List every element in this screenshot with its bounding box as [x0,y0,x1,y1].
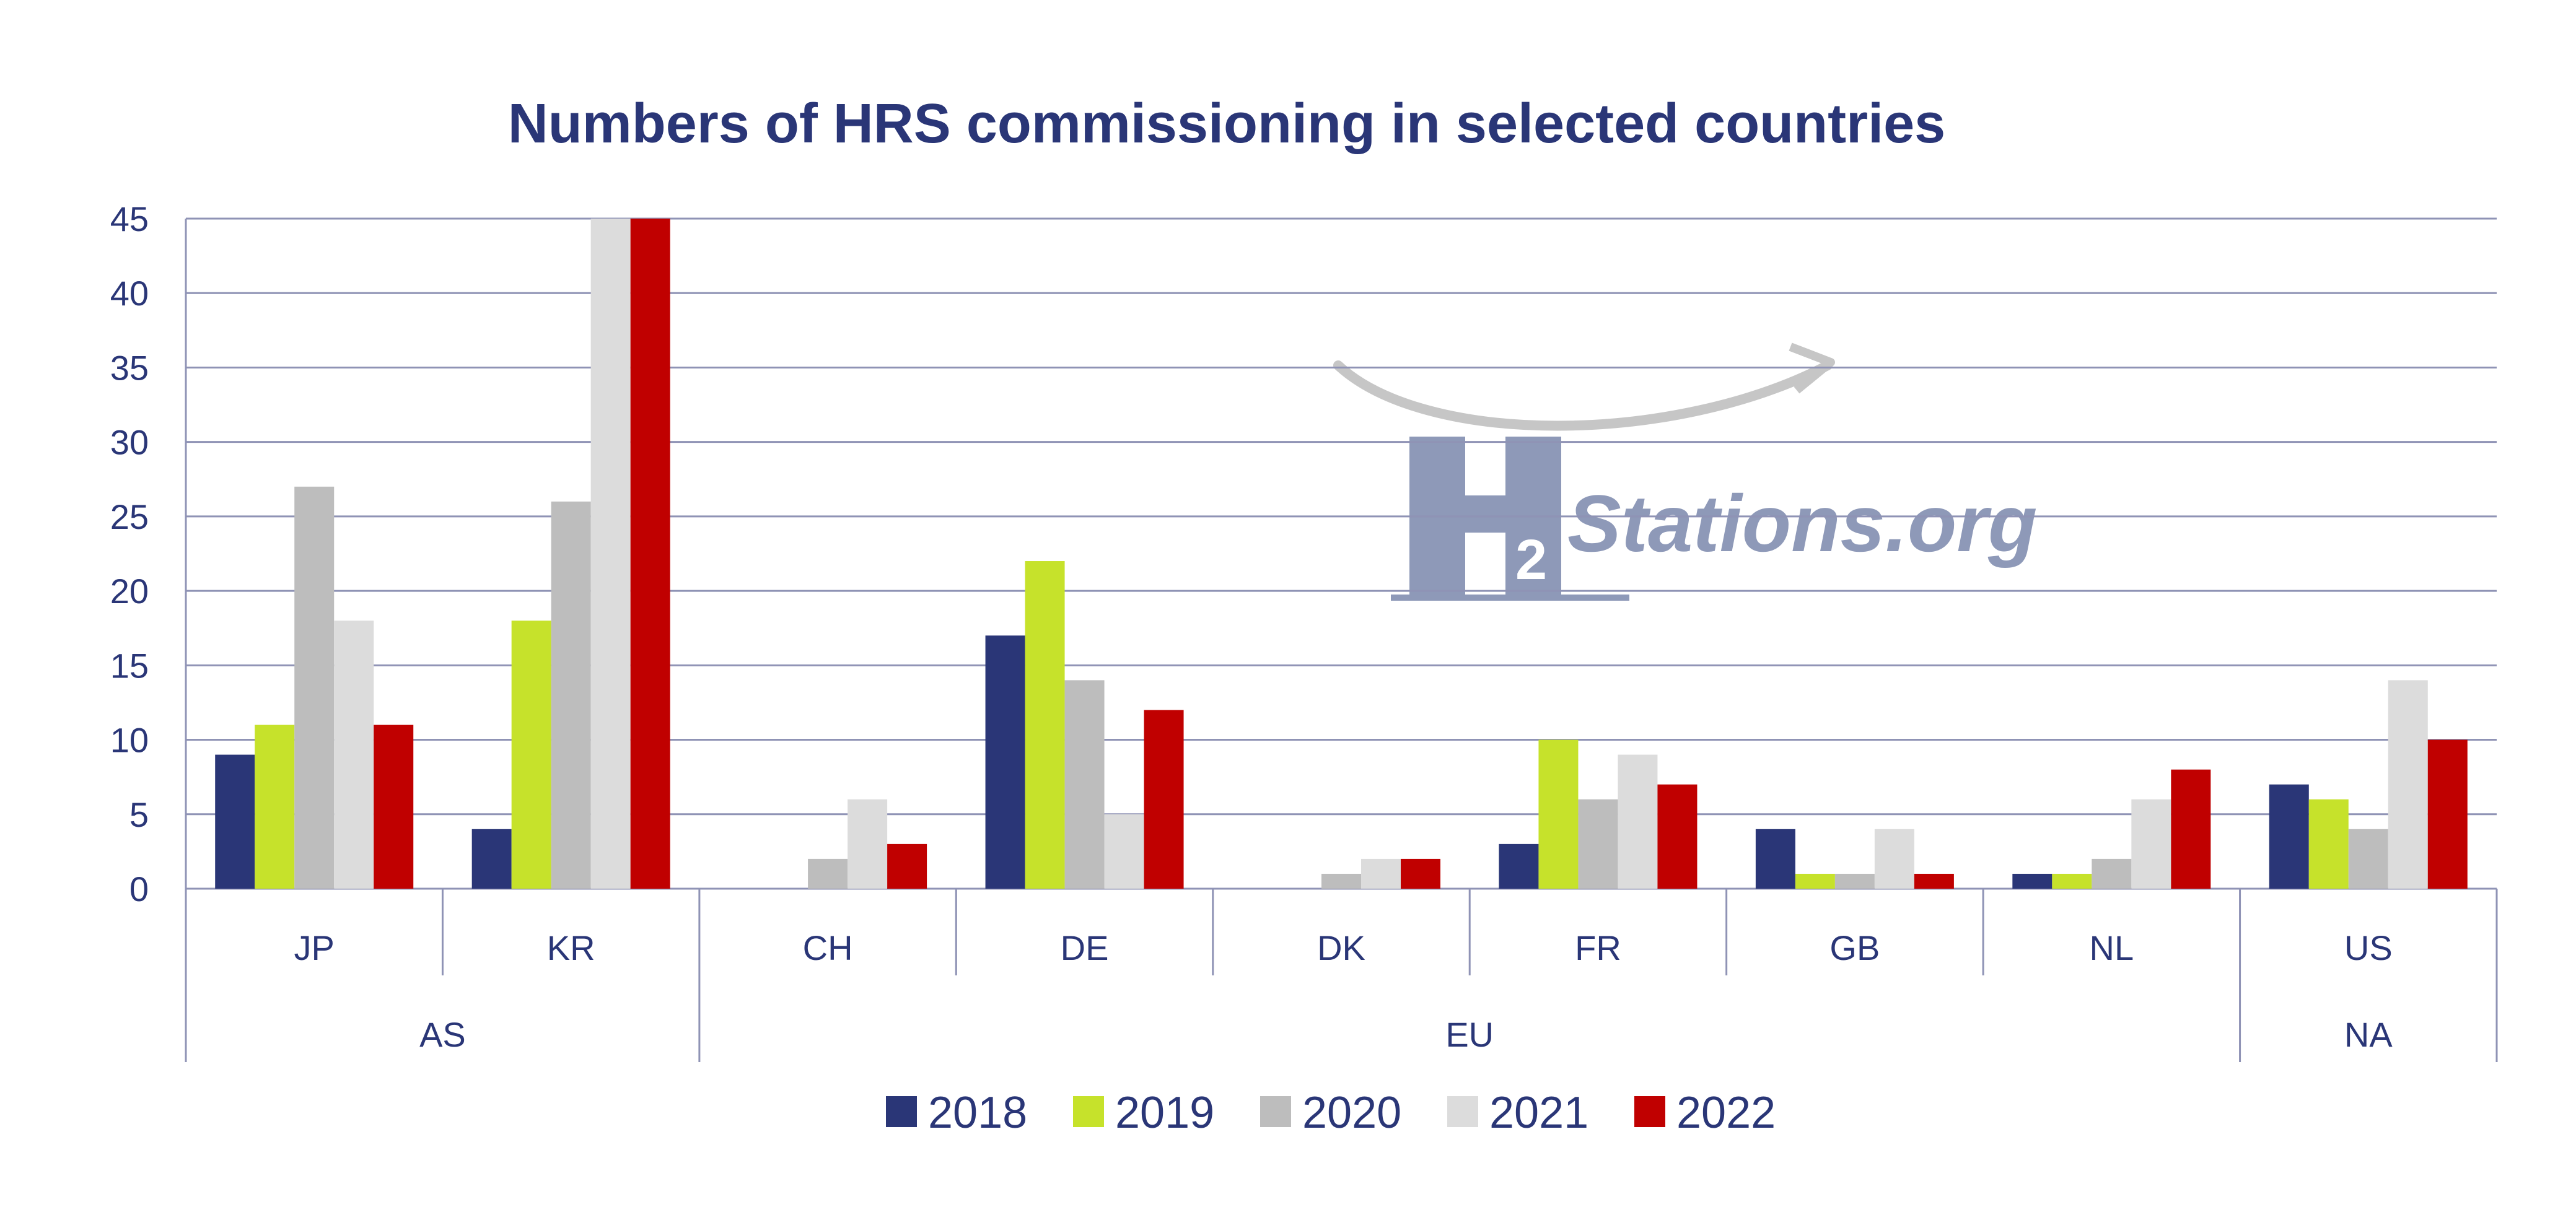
bar [848,799,888,889]
bar [1361,858,1401,889]
watermark-text: Stations.org [1567,478,2037,569]
legend-label: 2018 [928,1088,1027,1138]
bar [985,635,1025,889]
watermark-subscript: 2 [1515,528,1547,591]
y-tick-label: 5 [129,795,149,834]
x-group-label: AS [419,1015,466,1054]
bar [2388,680,2428,889]
bar [2052,873,2092,889]
bar [294,486,335,889]
bar [1657,784,1698,889]
y-tick-label: 0 [129,869,149,909]
legend-swatch [1260,1096,1291,1127]
x-tick-label: GB [1829,928,1880,967]
bar [808,858,848,889]
legend-label: 2019 [1115,1088,1214,1138]
bar [2427,739,2468,889]
bar [1914,873,1954,889]
bar [1618,754,1658,889]
x-tick-label: DE [1061,928,1109,967]
legend-swatch [886,1096,917,1127]
bars-layer [215,219,2468,889]
axis-layer: 0 5 10 15 20 25 30 35 40 45 JP KR CH DE DK FR GB NL US AS EU… [110,199,2498,1062]
bar [1755,829,1795,889]
watermark-arrowhead-icon [1789,342,1835,394]
bar [887,843,927,889]
x-group-label: EU [1445,1015,1494,1054]
legend-label: 2020 [1302,1088,1401,1138]
bar [1499,843,1539,889]
x-tick-label: NL [2090,928,2134,967]
y-tick-label: 20 [110,572,149,611]
bar [1795,873,1835,889]
x-tick-label: FR [1575,928,1621,967]
legend-label: 2022 [1676,1088,1776,1138]
y-tick-label: 10 [110,721,149,760]
legend-swatch [1073,1096,1104,1127]
bar [2012,873,2052,889]
bar [1538,739,1579,889]
watermark-h-crossbar [1465,495,1505,533]
bar [1578,799,1618,889]
bar [471,829,512,889]
legend-label: 2021 [1489,1088,1588,1138]
bar [374,725,414,889]
x-tick-label: CH [803,928,853,967]
x-group-label: NA [2344,1015,2393,1054]
y-tick-label: 35 [110,348,149,387]
y-tick-label: 15 [110,646,149,685]
bar [2348,829,2388,889]
bar [1874,829,1914,889]
bar [1321,873,1361,889]
watermark-underline [1391,595,1629,601]
bar [1144,710,1184,889]
watermark-swoosh-icon [1333,360,1833,431]
x-tick-label: DK [1317,928,1365,967]
bar [2269,784,2309,889]
bar [511,621,551,889]
y-tick-label: 45 [110,199,149,238]
legend-swatch [1634,1096,1665,1127]
bar [1401,858,1440,889]
bar [1064,680,1105,889]
bar [590,219,631,889]
watermark-logo: 2 Stations.org [1333,342,2037,601]
bar [1834,873,1875,889]
x-tick-label: US [2344,928,2393,967]
bar [2092,858,2132,889]
legend-swatch [1447,1096,1478,1127]
y-tick-label: 25 [110,497,149,536]
y-tick-label: 40 [110,274,149,313]
bar [215,754,255,889]
bar [2131,799,2171,889]
bar [630,219,670,889]
x-tick-label: KR [547,928,595,967]
legend: 2018 2019 2020 2021 2022 [886,1088,1776,1138]
y-tick-label: 30 [110,423,149,462]
bar [334,621,374,889]
bar [2308,799,2349,889]
bar [1025,561,1065,889]
bar [255,725,295,889]
chart-title: Numbers of HRS commissioning in selected… [508,93,1946,155]
bar [551,501,591,889]
bar [1104,814,1144,889]
bar [2171,769,2211,889]
x-tick-label: JP [294,928,335,967]
